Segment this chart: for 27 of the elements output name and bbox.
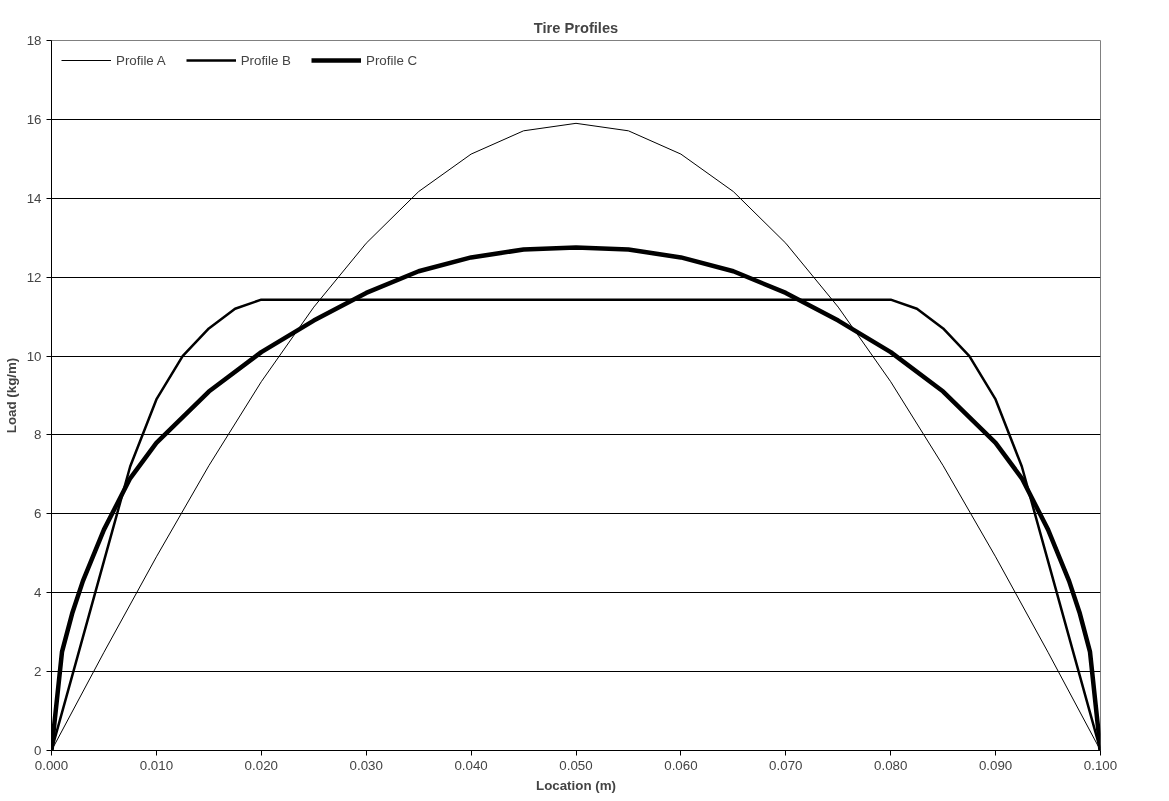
legend-label: Profile B <box>240 52 292 68</box>
y-tick-label: 18 <box>26 33 42 48</box>
y-tick-label: 2 <box>34 664 42 680</box>
x-tick-label: 0.090 <box>978 757 1013 773</box>
x-tick-label: 0.000 <box>34 757 69 773</box>
x-tick-label: 0.070 <box>769 757 803 773</box>
x-tick-label: 0.060 <box>664 757 698 773</box>
x-axis-title: Location (m) <box>536 777 616 793</box>
y-tick-label: 14 <box>26 190 43 206</box>
legend-label: Profile A <box>116 52 166 68</box>
x-tick-label: 0.030 <box>349 757 383 773</box>
y-tick-label: 4 <box>34 585 43 601</box>
x-tick-label: 0.010 <box>139 757 174 773</box>
x-tick-label: 0.020 <box>244 757 278 773</box>
x-tick-label: 0.050 <box>559 757 593 773</box>
y-axis-title: Load (kg/m) <box>3 357 19 434</box>
y-tick-label: 0 <box>34 743 42 758</box>
chart-title: Tire Profiles <box>533 19 619 36</box>
legend-label: Profile C <box>366 52 418 68</box>
y-tick-label: 6 <box>34 506 42 522</box>
x-tick-label: 0.080 <box>874 757 908 773</box>
y-tick-label: 10 <box>26 348 42 364</box>
y-tick-label: 16 <box>26 111 42 127</box>
y-tick-label: 12 <box>26 269 42 285</box>
y-tick-label: 8 <box>34 427 42 443</box>
x-tick-label: 0.040 <box>454 757 488 773</box>
x-tick-label: 0.100 <box>1083 757 1118 773</box>
